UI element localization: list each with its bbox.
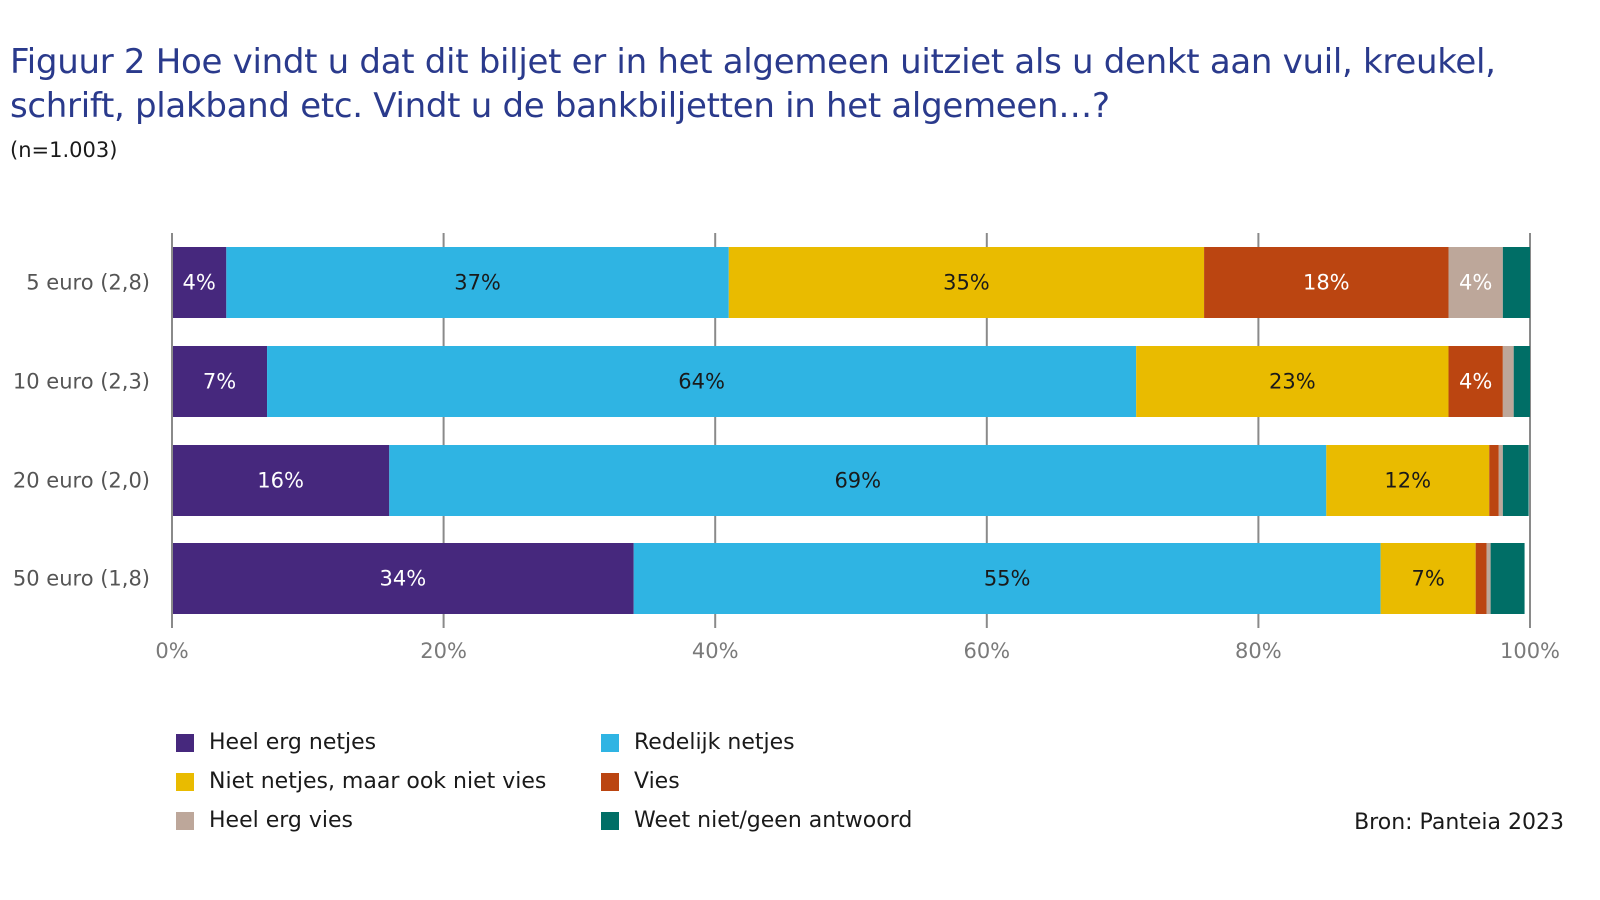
legend-label: Vies <box>634 769 680 794</box>
x-tick-label: 40% <box>692 639 739 663</box>
data-label: 69% <box>834 469 881 493</box>
legend-item: Heel erg vies <box>176 808 353 833</box>
bar-segment <box>1498 445 1503 516</box>
legend-item: Niet netjes, maar ook niet vies <box>176 769 546 794</box>
legend-swatch <box>601 811 619 830</box>
data-label: 4% <box>1459 271 1492 295</box>
data-label: 7% <box>203 370 236 394</box>
bar-segment <box>1486 543 1491 614</box>
bar-segment <box>172 543 634 614</box>
legend-swatch <box>601 733 619 752</box>
bar-segment <box>1502 247 1530 318</box>
bar-segment <box>633 543 1381 614</box>
data-label: 18% <box>1303 271 1350 295</box>
data-label: 4% <box>1459 370 1492 394</box>
data-label: 35% <box>943 271 990 295</box>
legend-label: Heel erg netjes <box>209 730 377 755</box>
data-label: 7% <box>1411 567 1444 591</box>
x-tick-label: 20% <box>420 639 467 663</box>
data-label: 23% <box>1269 370 1316 394</box>
category-label: 10 euro (2,3) <box>13 370 150 394</box>
legend-swatch <box>176 772 194 791</box>
x-tick-label: 80% <box>1235 639 1282 663</box>
bar-segment <box>1448 346 1503 417</box>
bar-segment <box>172 247 227 318</box>
legend-swatch <box>176 811 194 830</box>
bar-segment <box>1513 346 1530 417</box>
legend-swatch <box>601 772 619 791</box>
data-label: 64% <box>678 370 725 394</box>
bar-segment <box>1448 247 1503 318</box>
source-note: Bron: Panteia 2023 <box>1354 810 1564 835</box>
legend-label: Weet niet/geen antwoord <box>634 808 913 833</box>
bar-segment <box>1475 543 1487 614</box>
x-tick-label: 0% <box>155 639 188 663</box>
legend-item: Weet niet/geen antwoord <box>601 808 912 833</box>
bar-segment <box>226 247 729 318</box>
bar-segment <box>1502 346 1514 417</box>
bar-segment <box>1490 543 1525 614</box>
legend-item: Redelijk netjes <box>601 730 795 755</box>
legend-item: Heel erg netjes <box>176 730 376 755</box>
legend-label: Niet netjes, maar ook niet vies <box>209 769 547 794</box>
stacked-bar-chart: 0% 20% 40% 60% 80% 100% 5 euro (2,8) 4% 37% 35% 18… <box>13 233 1560 663</box>
data-label: 4% <box>182 271 215 295</box>
data-label: 37% <box>454 271 501 295</box>
legend-label: Heel erg vies <box>209 808 353 833</box>
bar-segment <box>1489 445 1499 516</box>
data-label: 55% <box>984 567 1031 591</box>
bar-segment <box>1502 445 1529 516</box>
category-label: 50 euro (1,8) <box>13 567 150 591</box>
data-label: 12% <box>1384 469 1431 493</box>
legend-label: Redelijk netjes <box>634 730 795 755</box>
data-label: 16% <box>257 469 304 493</box>
x-tick-label: 60% <box>963 639 1010 663</box>
category-label: 20 euro (2,0) <box>13 469 150 493</box>
bar-segment <box>267 346 1137 417</box>
legend-swatch <box>176 733 194 752</box>
chart-title: Figuur 2 Hoe vindt u dat dit biljet er i… <box>10 42 1496 126</box>
bar-segment <box>728 247 1205 318</box>
bar-segment <box>1204 247 1449 318</box>
bar-segment <box>1380 543 1476 614</box>
bar-segment <box>1136 346 1449 417</box>
data-label: 34% <box>380 567 427 591</box>
bar-segment <box>1326 445 1490 516</box>
bar-segment <box>172 346 268 417</box>
bar-segment <box>172 445 390 516</box>
category-label: 5 euro (2,8) <box>26 271 150 295</box>
bar-segment <box>389 445 1327 516</box>
chart-subtitle: (n=1.003) <box>10 138 118 162</box>
legend-item: Vies <box>601 769 680 794</box>
x-tick-label: 100% <box>1500 639 1560 663</box>
